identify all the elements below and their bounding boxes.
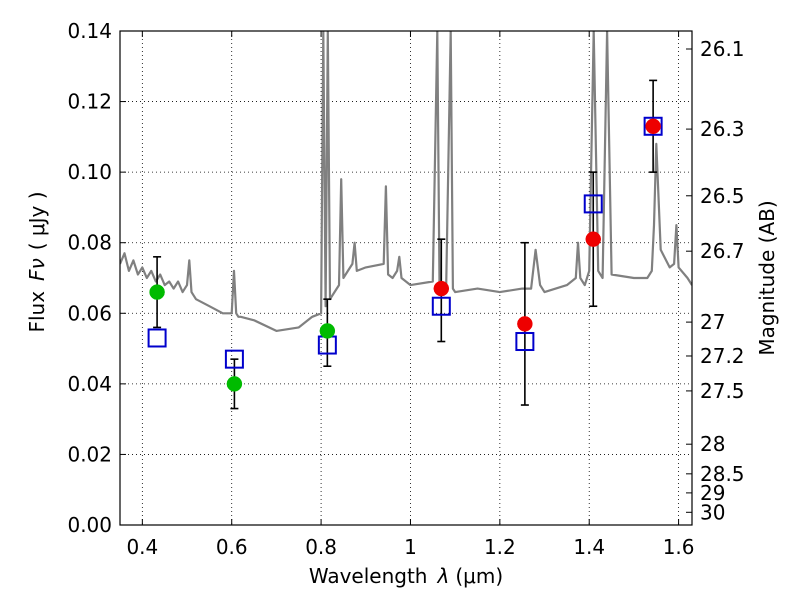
model-photometry-square: [643, 116, 663, 136]
model-photometry-square: [147, 328, 167, 348]
y-tick-label: 0.14: [67, 19, 112, 43]
model-photometry-square: [431, 296, 451, 316]
x-tick-labels: 0.4 0.6 0.8 1 1.2 1.4 1.6: [126, 535, 694, 559]
x-tick-label: 1.2: [484, 535, 516, 559]
data-points: [147, 116, 663, 392]
x-tick-label: 1.4: [573, 535, 605, 559]
axis-ticks: [120, 30, 692, 526]
y2-tick-label: 27.5: [700, 379, 745, 403]
y2-tick-label: 26.3: [700, 117, 745, 141]
spectrum-line: [120, 31, 692, 332]
observed-point: [585, 231, 601, 247]
y-tick-label: 0.04: [67, 372, 112, 396]
x-tick-label: 1.6: [663, 535, 695, 559]
y2-tick-label: 30: [700, 500, 725, 524]
y-tick-label: 0.00: [67, 513, 112, 537]
observed-point: [319, 323, 336, 339]
observed-point: [433, 280, 450, 297]
observed-point: [645, 118, 661, 135]
y-tick-label: 0.02: [67, 442, 112, 466]
x-tick-label: 0.8: [305, 535, 337, 559]
y2-tick-label: 28: [700, 432, 725, 456]
y2-tick-label: 27: [700, 310, 725, 334]
y-tick-label: 0.12: [67, 90, 112, 114]
y-tick-label: 0.10: [67, 160, 112, 184]
error-bars: [153, 79, 658, 410]
y2-tick-label: 26.5: [700, 184, 745, 208]
y2-axis-label: Magnitude (AB): [755, 200, 779, 355]
y-axis-label: FluxFν( μJy ): [25, 191, 49, 332]
plot-frame: [119, 30, 693, 526]
y2-tick-label: 26.7: [700, 239, 745, 263]
y2-tick-label: 26.1: [700, 37, 745, 61]
x-tick-label: 0.6: [216, 535, 248, 559]
y2-tick-label: 27.2: [700, 344, 745, 368]
y2-tick-label: 29: [700, 481, 725, 505]
model-photometry-square: [515, 332, 535, 352]
y-tick-label: 0.06: [67, 301, 112, 325]
model-spectrum: [120, 31, 692, 332]
observed-point: [149, 284, 165, 300]
model-photometry-square: [224, 349, 244, 369]
y-tick-label: 0.08: [67, 231, 112, 255]
x-axis-label: Wavelength λ (μm): [309, 564, 503, 588]
x-tick-label: 1: [404, 535, 417, 559]
observed-point: [226, 376, 243, 392]
observed-point: [517, 316, 533, 332]
y-tick-labels: 0.00 0.02 0.04 0.06 0.08 0.10 0.12 0.14: [67, 19, 112, 537]
y2-tick-label: 28.5: [700, 462, 745, 486]
model-photometry-square: [583, 194, 603, 214]
x-tick-label: 0.4: [126, 535, 158, 559]
